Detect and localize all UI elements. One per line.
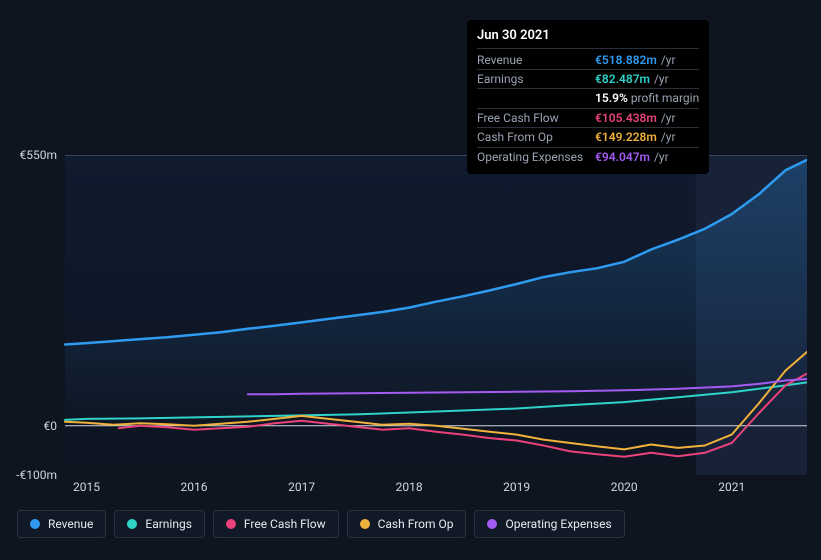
legend-label: Revenue xyxy=(48,517,93,531)
legend-item-operating_expenses[interactable]: Operating Expenses xyxy=(474,510,624,538)
legend-swatch-icon xyxy=(487,519,497,529)
tooltip-sub-earnings: 15.9% profit margin xyxy=(477,89,699,108)
legend-label: Earnings xyxy=(145,517,192,531)
tooltip-row-cash_from_op: Cash From Op€149.228m/yr xyxy=(477,128,699,147)
tooltip-row-revenue: Revenue€518.882m/yr xyxy=(477,51,699,70)
x-tick-label: 2019 xyxy=(503,480,530,494)
legend-item-free_cash_flow[interactable]: Free Cash Flow xyxy=(213,510,339,538)
tooltip-unit: /yr xyxy=(654,150,669,164)
tooltip-row-operating_expenses: Operating Expenses€94.047m/yr xyxy=(477,148,699,166)
legend-item-cash_from_op[interactable]: Cash From Op xyxy=(347,510,467,538)
tooltip-value: €94.047m xyxy=(595,150,650,164)
legend-swatch-icon xyxy=(360,519,370,529)
legend-swatch-icon xyxy=(226,519,236,529)
chart-legend: Revenue Earnings Free Cash Flow Cash From O… xyxy=(17,510,625,538)
x-axis: 2015 2016 2017 2018 2019 2020 2021 xyxy=(17,480,807,500)
legend-item-earnings[interactable]: Earnings xyxy=(114,510,205,538)
tooltip-label: Cash From Op xyxy=(477,130,595,144)
tooltip-value: €105.438m xyxy=(595,111,657,125)
tooltip-row-free_cash_flow: Free Cash Flow€105.438m/yr xyxy=(477,109,699,128)
legend-item-revenue[interactable]: Revenue xyxy=(17,510,106,538)
tooltip-unit: /yr xyxy=(661,130,676,144)
tooltip-value: €149.228m xyxy=(595,130,657,144)
tooltip-unit: /yr xyxy=(661,111,676,125)
tooltip-row-earnings: Earnings€82.487m/yr xyxy=(477,70,699,89)
x-tick-label: 2020 xyxy=(611,480,638,494)
tooltip-label: Revenue xyxy=(477,53,595,67)
legend-label: Operating Expenses xyxy=(505,517,611,531)
legend-swatch-icon xyxy=(127,519,137,529)
tooltip-value: €518.882m xyxy=(595,53,657,67)
legend-label: Free Cash Flow xyxy=(244,517,326,531)
tooltip-label: Free Cash Flow xyxy=(477,111,595,125)
x-tick-label: 2016 xyxy=(181,480,208,494)
x-tick-label: 2021 xyxy=(718,480,745,494)
tooltip-unit: /yr xyxy=(661,53,676,67)
x-tick-label: 2018 xyxy=(396,480,423,494)
legend-label: Cash From Op xyxy=(378,517,454,531)
tooltip-label: Earnings xyxy=(477,72,595,86)
legend-swatch-icon xyxy=(30,519,40,529)
tooltip-label: Operating Expenses xyxy=(477,150,595,164)
x-tick-label: 2015 xyxy=(73,480,100,494)
tooltip-date: Jun 30 2021 xyxy=(477,28,699,49)
tooltip-unit: /yr xyxy=(654,72,669,86)
chart-tooltip: Jun 30 2021Revenue€518.882m/yrEarnings€8… xyxy=(467,20,709,174)
financials-line-chart[interactable] xyxy=(17,155,807,475)
x-tick-label: 2017 xyxy=(288,480,315,494)
tooltip-value: €82.487m xyxy=(595,72,650,86)
